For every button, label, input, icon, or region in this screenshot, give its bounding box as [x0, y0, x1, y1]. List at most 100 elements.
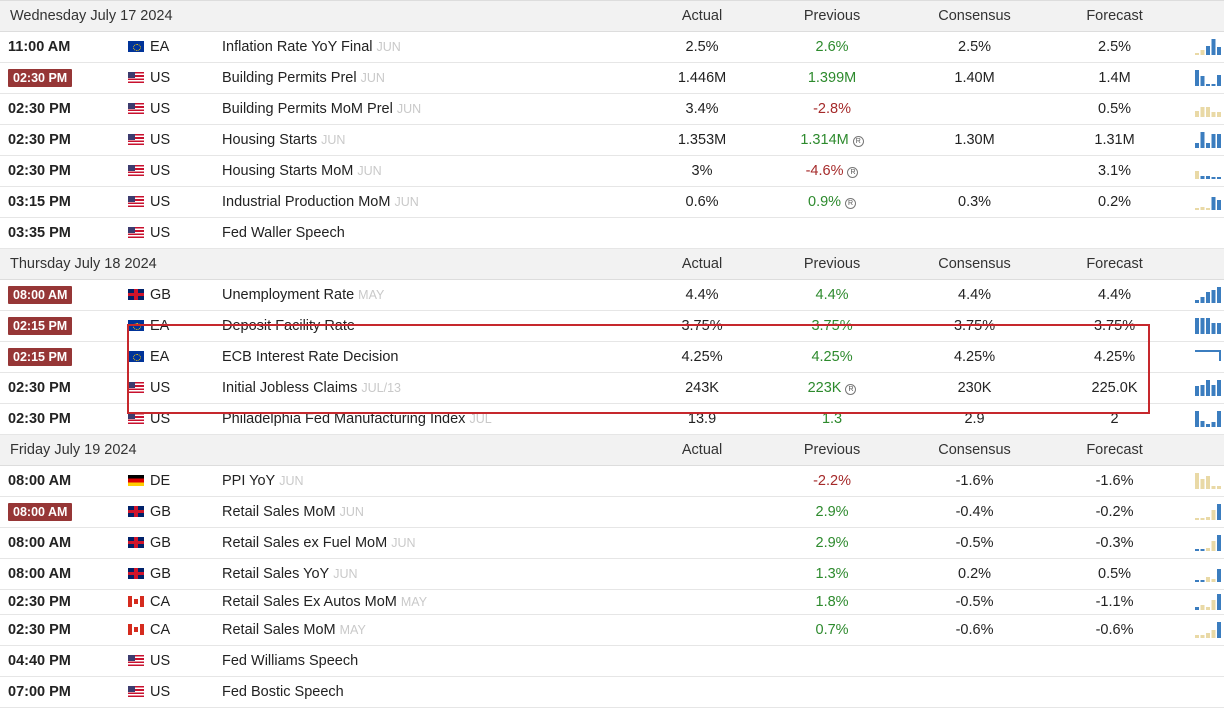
sparkline-chart[interactable]: [1194, 471, 1222, 491]
sparkline-cell[interactable]: [1182, 93, 1224, 125]
sparkline-chart[interactable]: [1194, 564, 1222, 584]
sparkline-cell[interactable]: [1182, 527, 1224, 559]
event-row[interactable]: 02:15 PM EA ECB Interest Rate Decision 4.25…: [0, 341, 1224, 373]
event-period: JUN: [391, 536, 416, 550]
previous-value: 4.25%: [811, 349, 853, 365]
sparkline-chart[interactable]: [1194, 347, 1222, 367]
country-code: US: [150, 194, 171, 210]
sparkline-chart[interactable]: [1194, 68, 1222, 88]
sparkline-cell[interactable]: [1182, 310, 1224, 342]
event-row[interactable]: 08:00 AM GB Retail Sales MoM JUN 2.9% -0.4% -0…: [0, 496, 1224, 528]
country-cell: EA: [128, 31, 222, 63]
event-row[interactable]: 02:30 PM CA Retail Sales Ex Autos MoM MAY 1.…: [0, 589, 1224, 615]
previous-value: 1.314M: [800, 132, 849, 148]
sparkline-chart[interactable]: [1194, 99, 1222, 119]
sparkline-cell[interactable]: [1182, 589, 1224, 615]
event-name-link[interactable]: Inflation Rate YoY Final: [222, 39, 373, 55]
event-row[interactable]: 02:30 PM CA Retail Sales MoM MAY 0.7% -0.6% -0…: [0, 614, 1224, 646]
flag-us-icon: [128, 165, 144, 176]
country-code: EA: [150, 318, 170, 334]
sparkline-cell[interactable]: [1182, 124, 1224, 156]
sparkline-cell[interactable]: [1182, 31, 1224, 63]
time-badge: 08:00 AM: [8, 286, 73, 304]
sparkline-cell[interactable]: [1182, 403, 1224, 435]
event-row[interactable]: 02:30 PM US Housing Starts JUN 1.353M 1.314M R…: [0, 124, 1224, 156]
sparkline-cell[interactable]: [1182, 558, 1224, 590]
event-row[interactable]: 11:00 AM EA Inflation Rate YoY Final JUN 2.5…: [0, 31, 1224, 63]
sparkline-chart[interactable]: [1194, 316, 1222, 336]
sparkline-chart[interactable]: [1194, 592, 1222, 612]
event-name-link[interactable]: Retail Sales ex Fuel MoM: [222, 535, 388, 551]
event-row[interactable]: 02:30 PM US Philadelphia Fed Manufacturing…: [0, 403, 1224, 435]
sparkline-cell[interactable]: [1182, 217, 1224, 249]
country-code: EA: [150, 39, 170, 55]
sparkline-chart[interactable]: [1194, 533, 1222, 553]
sparkline-chart[interactable]: [1194, 620, 1222, 640]
forecast-value: 2.5%: [1047, 31, 1183, 63]
sparkline-cell[interactable]: [1182, 62, 1224, 94]
column-header-previous: Previous: [762, 248, 903, 280]
event-period: JUL/13: [361, 381, 401, 395]
event-name-link[interactable]: Retail Sales MoM: [222, 622, 336, 638]
sparkline-chart[interactable]: [1194, 223, 1222, 243]
sparkline-chart[interactable]: [1194, 37, 1222, 57]
sparkline-cell[interactable]: [1182, 614, 1224, 646]
sparkline-chart[interactable]: [1194, 161, 1222, 181]
event-name-link[interactable]: Retail Sales MoM: [222, 504, 336, 520]
sparkline-chart[interactable]: [1194, 502, 1222, 522]
event-name-link[interactable]: Fed Bostic Speech: [222, 684, 344, 700]
event-name-link[interactable]: Housing Starts MoM: [222, 163, 354, 179]
event-name-link[interactable]: Building Permits MoM Prel: [222, 101, 393, 117]
previous-cell: 4.25%: [762, 341, 903, 373]
event-row[interactable]: 08:00 AM GB Retail Sales YoY JUN 1.3% 0.2% 0.5…: [0, 558, 1224, 590]
sparkline-bar: [1217, 177, 1222, 179]
sparkline-cell[interactable]: [1182, 186, 1224, 218]
sparkline-chart[interactable]: [1194, 651, 1222, 671]
event-name-link[interactable]: ECB Interest Rate Decision: [222, 349, 399, 365]
event-row[interactable]: 03:15 PM US Industrial Production MoM JUN 0.…: [0, 186, 1224, 218]
event-row[interactable]: 07:00 PM US Fed Bostic Speech: [0, 676, 1224, 708]
sparkline-chart[interactable]: [1194, 409, 1222, 429]
event-row[interactable]: 02:30 PM US Building Permits Prel JUN 1.446M…: [0, 62, 1224, 94]
sparkline-cell[interactable]: [1182, 155, 1224, 187]
country-code: US: [150, 411, 171, 427]
event-name-link[interactable]: Fed Waller Speech: [222, 225, 345, 241]
flag-ca-icon: [128, 624, 144, 635]
sparkline-bar: [1200, 76, 1205, 86]
sparkline-chart[interactable]: [1194, 682, 1222, 702]
event-row[interactable]: 03:35 PM US Fed Waller Speech: [0, 217, 1224, 249]
sparkline-chart[interactable]: [1194, 192, 1222, 212]
sparkline-cell[interactable]: [1182, 676, 1224, 708]
day-header: Friday July 19 2024 Actual Previous Consens…: [0, 434, 1224, 466]
event-row[interactable]: 08:00 AM GB Retail Sales ex Fuel MoM JUN 2.9…: [0, 527, 1224, 559]
event-row[interactable]: 02:30 PM US Housing Starts MoM JUN 3% -4.6% R 3…: [0, 155, 1224, 187]
consensus-value: 2.9: [902, 403, 1048, 435]
event-name-link[interactable]: Retail Sales Ex Autos MoM: [222, 594, 397, 610]
sparkline-chart[interactable]: [1194, 378, 1222, 398]
sparkline-cell[interactable]: [1182, 465, 1224, 497]
sparkline-cell[interactable]: [1182, 645, 1224, 677]
event-name-link[interactable]: Initial Jobless Claims: [222, 380, 358, 396]
event-name-link[interactable]: Retail Sales YoY: [222, 566, 330, 582]
event-name-link[interactable]: Housing Starts: [222, 132, 318, 148]
sparkline-cell[interactable]: [1182, 496, 1224, 528]
event-name-link[interactable]: Deposit Facility Rate: [222, 318, 355, 334]
sparkline-cell[interactable]: [1182, 341, 1224, 373]
event-name-link[interactable]: Philadelphia Fed Manufacturing Index: [222, 411, 466, 427]
event-name-link[interactable]: Building Permits Prel: [222, 70, 357, 86]
event-row[interactable]: 04:40 PM US Fed Williams Speech: [0, 645, 1224, 677]
sparkline-chart[interactable]: [1194, 285, 1222, 305]
event-row[interactable]: 08:00 AM DE PPI YoY JUN -2.2% -1.6% -1.6%: [0, 465, 1224, 497]
event-name-link[interactable]: Industrial Production MoM: [222, 194, 391, 210]
event-row[interactable]: 02:30 PM US Initial Jobless Claims JUL/13 24…: [0, 372, 1224, 404]
event-row[interactable]: 08:00 AM GB Unemployment Rate MAY 4.4% 4.4% 4.…: [0, 279, 1224, 311]
event-name-link[interactable]: PPI YoY: [222, 473, 276, 489]
event-name-link[interactable]: Fed Williams Speech: [222, 653, 359, 669]
sparkline-cell[interactable]: [1182, 372, 1224, 404]
sparkline-cell[interactable]: [1182, 279, 1224, 311]
previous-value: 223K: [807, 380, 842, 396]
event-row[interactable]: 02:15 PM EA Deposit Facility Rate 3.75% 3.75…: [0, 310, 1224, 342]
event-row[interactable]: 02:30 PM US Building Permits MoM Prel JUN 3.…: [0, 93, 1224, 125]
sparkline-chart[interactable]: [1194, 130, 1222, 150]
event-name-link[interactable]: Unemployment Rate: [222, 287, 355, 303]
